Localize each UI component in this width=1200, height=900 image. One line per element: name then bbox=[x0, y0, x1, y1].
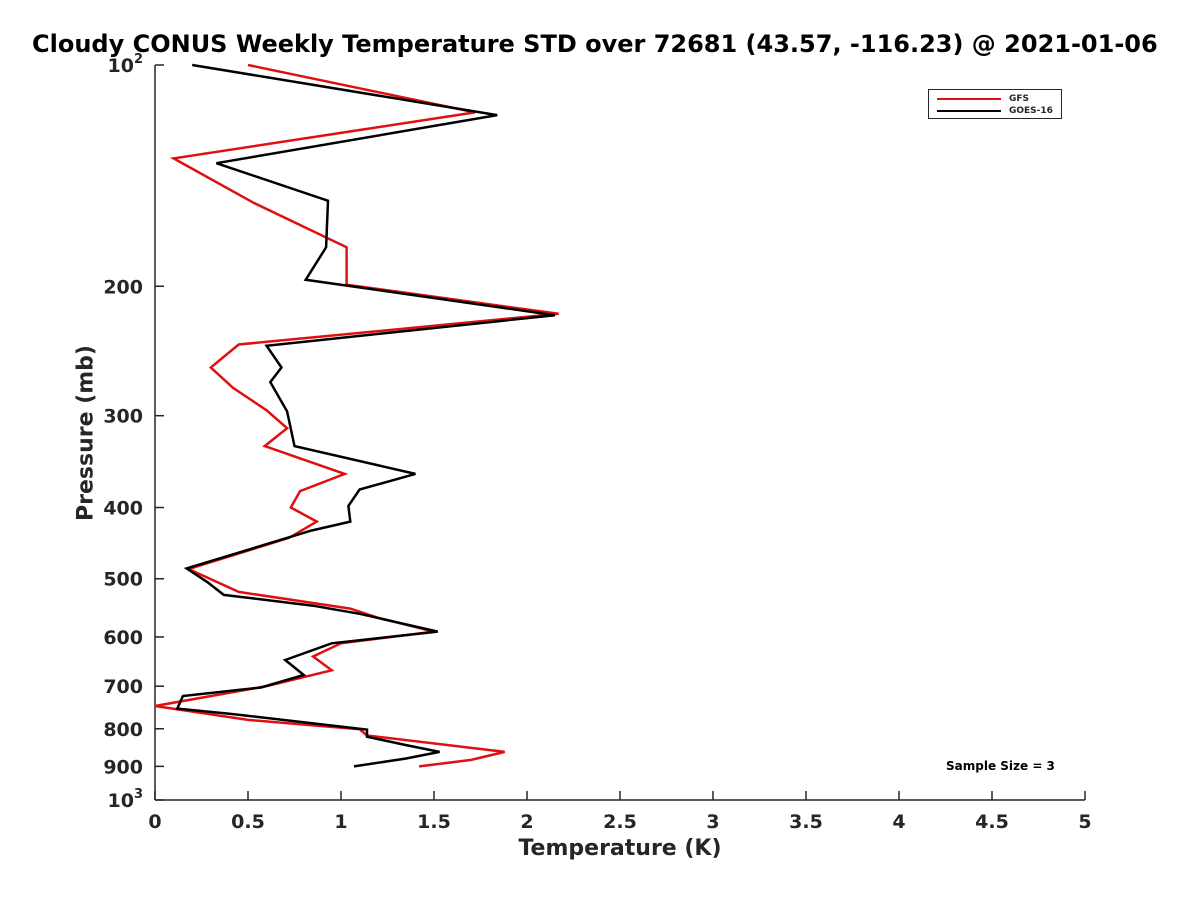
legend-label-goes16: GOES-16 bbox=[1009, 106, 1053, 116]
x-tick-label: 2 bbox=[520, 811, 533, 833]
legend: GFS GOES-16 bbox=[928, 89, 1062, 119]
chart-title: Cloudy CONUS Weekly Temperature STD over… bbox=[32, 30, 1158, 58]
x-tick-label: 4 bbox=[892, 811, 905, 833]
series-line-goes16 bbox=[175, 63, 556, 768]
x-tick-label: 2.5 bbox=[603, 811, 637, 833]
y-tick-label: 500 bbox=[103, 569, 143, 591]
legend-item-goes16: GOES-16 bbox=[937, 105, 1053, 117]
y-tick-label: 200 bbox=[103, 276, 143, 298]
legend-item-gfs: GFS bbox=[937, 93, 1029, 105]
x-tick-label: 3 bbox=[706, 811, 719, 833]
x-tick-label: 4.5 bbox=[975, 811, 1009, 833]
y-tick-label: 600 bbox=[103, 627, 143, 649]
x-axis-label: Temperature (K) bbox=[518, 836, 722, 861]
axes bbox=[154, 64, 1086, 801]
sample-size-annotation: Sample Size = 3 bbox=[946, 759, 1055, 773]
x-tick-label: 1 bbox=[334, 811, 347, 833]
x-tick-label: 0.5 bbox=[231, 811, 265, 833]
tick-labels: 0 0.5 1 1.5 2 2.5 3 3.5 4 4.5 5 102 200 300 400 500 600 7… bbox=[103, 52, 1091, 833]
legend-swatch-goes16 bbox=[937, 109, 1001, 113]
x-tick-label: 1.5 bbox=[417, 811, 451, 833]
legend-label-gfs: GFS bbox=[1009, 94, 1030, 104]
x-tick-label: 0 bbox=[148, 811, 161, 833]
series-group bbox=[154, 63, 559, 768]
y-tick-label: 400 bbox=[103, 498, 143, 520]
series-line-gfs bbox=[154, 63, 559, 768]
x-tick-label: 3.5 bbox=[789, 811, 823, 833]
y-tick-label: 300 bbox=[103, 406, 143, 428]
legend-swatch-gfs bbox=[937, 97, 1001, 101]
y-tick-label: 900 bbox=[103, 756, 143, 778]
y-tick-label: 700 bbox=[103, 676, 143, 698]
y-axis-label: Pressure (mb) bbox=[73, 345, 99, 521]
x-tick-label: 5 bbox=[1078, 811, 1091, 833]
y-tick-label: 103 bbox=[108, 787, 144, 812]
y-tick-label: 800 bbox=[103, 719, 143, 741]
y-tick-label: 102 bbox=[108, 52, 144, 77]
